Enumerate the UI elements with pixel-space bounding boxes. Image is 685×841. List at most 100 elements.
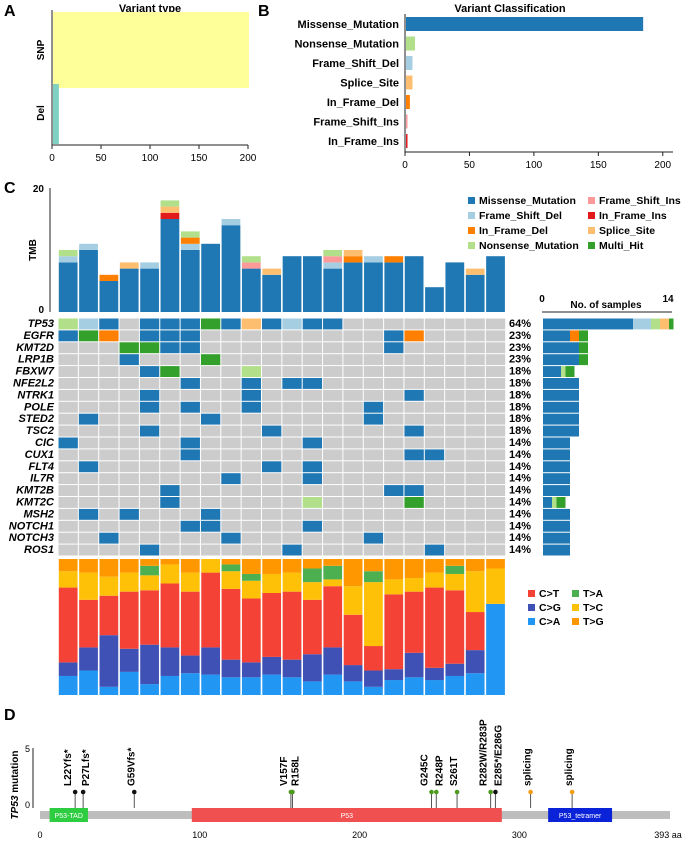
tmb-bar-segment bbox=[180, 237, 200, 244]
titv-bar-segment bbox=[262, 559, 282, 574]
oncoplot-cell bbox=[78, 342, 99, 354]
titv-bar-segment bbox=[465, 673, 485, 695]
gene-percentage: 14% bbox=[509, 485, 531, 497]
oncoplot-cell bbox=[221, 461, 241, 473]
titv-bar-segment bbox=[119, 671, 139, 695]
titv-legend-label: T>G bbox=[583, 616, 604, 628]
oncoplot-cell bbox=[180, 461, 200, 473]
oncoplot-cell bbox=[119, 366, 139, 377]
oncoplot-cell bbox=[282, 425, 302, 437]
oncoplot-cell bbox=[465, 544, 485, 556]
oncoplot-cell bbox=[119, 497, 139, 508]
oncoplot-cell bbox=[78, 497, 99, 508]
oncoplot-cell bbox=[282, 366, 302, 377]
oncoplot-cell bbox=[384, 473, 404, 485]
oncoplot-cell bbox=[262, 413, 282, 425]
tmb-bar-segment bbox=[323, 256, 343, 263]
titv-bar-segment bbox=[343, 681, 363, 695]
oncoplot-cell bbox=[78, 520, 99, 532]
lollipop-ytick-0: 0 bbox=[25, 800, 30, 810]
oncoplot-cell bbox=[404, 497, 424, 508]
oncoplot-cell bbox=[200, 354, 221, 366]
tmb-bar-segment bbox=[384, 256, 404, 263]
oncoplot-cell bbox=[302, 532, 323, 544]
oncoplot-cell bbox=[262, 318, 282, 330]
oncoplot-cell bbox=[241, 508, 261, 520]
oncoplot-cell bbox=[200, 330, 221, 342]
oncoplot-cell bbox=[302, 461, 323, 473]
tmb-bar-segment bbox=[445, 262, 465, 312]
oncoplot-cell bbox=[404, 532, 424, 544]
oncoplot-cell bbox=[180, 425, 200, 437]
oncoplot-cell bbox=[139, 366, 160, 377]
oncoplot-cell bbox=[119, 389, 139, 401]
oncoplot-cell bbox=[282, 520, 302, 532]
tmb-axis-label: TMB bbox=[28, 239, 39, 261]
oncoplot-cell bbox=[262, 473, 282, 485]
oncoplot-cell bbox=[424, 485, 445, 496]
oncoplot-cell bbox=[139, 473, 160, 485]
titv-legend-swatch bbox=[528, 604, 535, 611]
mutation-dot bbox=[429, 789, 434, 795]
tmb-legend-label: Nonsense_Mutation bbox=[479, 240, 579, 252]
oncoplot-cell bbox=[262, 342, 282, 354]
titv-bar-segment bbox=[384, 579, 404, 595]
oncoplot-cell bbox=[160, 520, 180, 532]
variant-type-tick-label: 0 bbox=[49, 153, 55, 164]
oncoplot-cell bbox=[180, 342, 200, 354]
oncoplot-cell bbox=[384, 497, 404, 508]
oncoplot-cell bbox=[485, 497, 506, 508]
oncoplot-cell bbox=[424, 449, 445, 461]
classification-tick-label: 200 bbox=[654, 160, 671, 171]
classification-tick-label: 50 bbox=[464, 160, 476, 171]
oncoplot-cell bbox=[485, 401, 506, 413]
oncoplot-cell bbox=[78, 485, 99, 496]
oncoplot-cell bbox=[78, 366, 99, 377]
oncoplot-cell bbox=[119, 485, 139, 496]
oncoplot-cell bbox=[262, 485, 282, 496]
oncoplot-cell bbox=[78, 473, 99, 485]
oncoplot-cell bbox=[200, 532, 221, 544]
titv-bar-segment bbox=[404, 559, 424, 579]
oncoplot-cell bbox=[241, 342, 261, 354]
tmb-legend-swatch bbox=[588, 212, 595, 219]
titv-bar-segment bbox=[221, 564, 241, 572]
oncoplot-cell bbox=[160, 449, 180, 461]
oncoplot-cell bbox=[323, 485, 343, 496]
titv-legend-swatch bbox=[528, 590, 535, 597]
oncoplot-cell bbox=[180, 449, 200, 461]
samples-bar-segment bbox=[543, 378, 579, 389]
oncoplot-cell bbox=[445, 354, 465, 366]
oncoplot-cell bbox=[241, 449, 261, 461]
classification-bar-in-frame-del bbox=[406, 95, 410, 109]
oncoplot-cell bbox=[241, 413, 261, 425]
oncoplot-cell bbox=[99, 425, 119, 437]
oncoplot-cell bbox=[404, 330, 424, 342]
oncoplot-cell bbox=[343, 461, 363, 473]
variant-type-label-del: Del bbox=[36, 105, 47, 121]
oncoplot-cell bbox=[200, 425, 221, 437]
gene-percentage: 23% bbox=[509, 342, 531, 354]
oncoplot-cell bbox=[58, 473, 78, 485]
oncoplot-cell bbox=[424, 437, 445, 449]
oncoplot-cell bbox=[343, 544, 363, 556]
oncoplot-cell bbox=[465, 461, 485, 473]
titv-bar-segment bbox=[384, 559, 404, 580]
samples-bar-segment bbox=[543, 318, 633, 330]
mutation-dot bbox=[493, 789, 498, 795]
oncoplot-cell bbox=[445, 378, 465, 389]
tmb-legend-swatch bbox=[588, 242, 595, 249]
oncoplot-cell bbox=[424, 544, 445, 556]
titv-bar-segment bbox=[241, 598, 261, 663]
classification-tick-label: 0 bbox=[402, 160, 408, 171]
oncoplot-cell bbox=[78, 544, 99, 556]
titv-bar-segment bbox=[201, 647, 220, 675]
oncoplot-cell bbox=[343, 532, 363, 544]
oncoplot-cell bbox=[241, 378, 261, 389]
titv-bar-segment bbox=[425, 572, 444, 588]
oncoplot-cell bbox=[485, 544, 506, 556]
oncoplot-cell bbox=[465, 508, 485, 520]
oncoplot-cell bbox=[180, 508, 200, 520]
lollipop-tick-label: 300 bbox=[512, 830, 527, 840]
samples-bar-segment bbox=[543, 461, 570, 473]
